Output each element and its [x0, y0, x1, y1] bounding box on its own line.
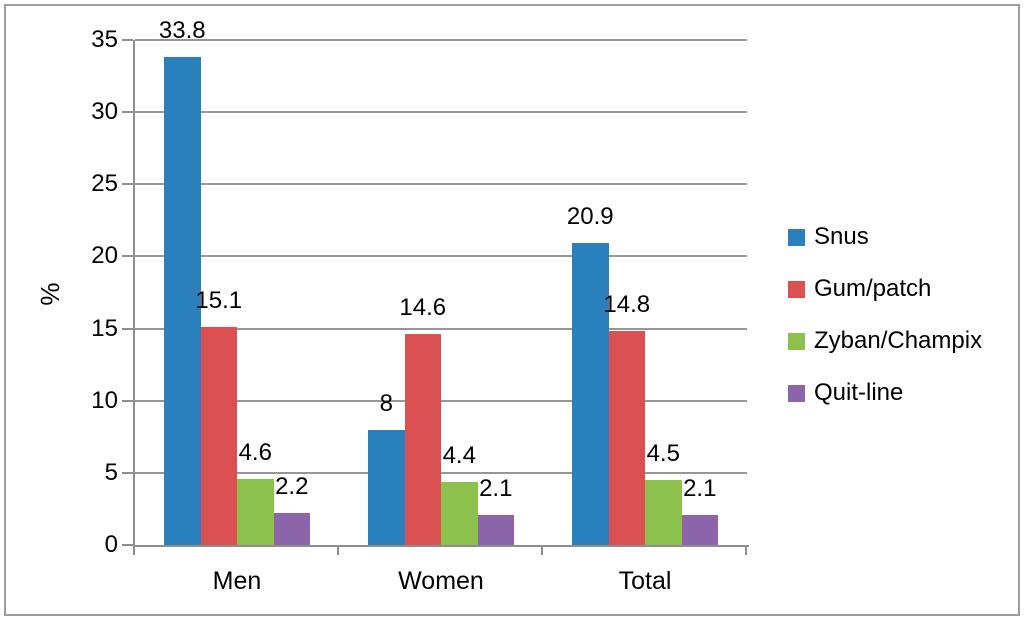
- legend-swatch-icon: [788, 384, 805, 402]
- bar-data-label: 33.8: [158, 17, 206, 45]
- y-tick-label-15: 15: [91, 314, 118, 342]
- bar-data-label: 15.1: [195, 287, 243, 315]
- x-tick-mark-0: [133, 547, 135, 555]
- bar-gum-patch-women: [404, 334, 441, 545]
- y-tick-mark-25: [122, 183, 133, 186]
- x-tick-mark-2: [541, 547, 543, 555]
- bar-data-label: 2.1: [683, 474, 717, 502]
- gridline-35: [135, 39, 747, 41]
- legend-swatch-icon: [788, 228, 805, 246]
- x-axis-line: [133, 545, 749, 547]
- bar-data-label: 14.6: [399, 294, 447, 322]
- bar-gum-patch-men: [200, 327, 237, 545]
- legend-swatch-icon: [788, 280, 805, 298]
- bar-quit-line-women: [477, 514, 514, 545]
- y-tick-label-10: 10: [91, 386, 118, 414]
- bar-data-label: 8: [379, 389, 393, 417]
- x-category-label-women: Women: [398, 567, 484, 595]
- bar-data-label: 2.1: [479, 474, 513, 502]
- y-axis-line: [133, 40, 135, 547]
- legend-entry-gum-patch: Gum/patch: [788, 275, 931, 303]
- legend-entry-snus: Snus: [788, 223, 869, 251]
- bar-zyban-champix-women: [441, 481, 478, 545]
- legend-label: Snus: [814, 223, 869, 250]
- bar-snus-men: [164, 57, 201, 545]
- gridline-30: [135, 111, 747, 114]
- y-tick-mark-10: [122, 399, 133, 402]
- y-tick-label-5: 5: [104, 458, 118, 486]
- gridline-10: [135, 399, 747, 402]
- legend-swatch-icon: [788, 332, 805, 350]
- y-tick-label-35: 35: [91, 26, 118, 53]
- y-axis-title: %: [34, 282, 65, 306]
- gridline-20: [135, 255, 747, 258]
- legend-label: Quit-line: [814, 379, 904, 406]
- bar-data-label: 14.8: [603, 291, 651, 319]
- y-tick-mark-30: [122, 111, 133, 114]
- bar-data-label: 4.5: [646, 440, 680, 468]
- chart-outer-border: [4, 4, 1020, 616]
- y-tick-mark-35: [122, 39, 133, 41]
- bar-snus-total: [572, 243, 609, 545]
- gridline-5: [135, 471, 747, 474]
- y-tick-mark-20: [122, 255, 133, 258]
- bar-zyban-champix-total: [645, 480, 682, 545]
- legend-label: Gum/patch: [814, 275, 932, 302]
- bar-quit-line-total: [681, 514, 718, 545]
- legend-label: Zyban/Champix: [814, 327, 983, 354]
- x-category-label-total: Total: [618, 567, 672, 595]
- bar-data-label: 4.4: [442, 441, 476, 469]
- gridline-15: [135, 327, 747, 330]
- bar-data-label: 20.9: [566, 203, 614, 231]
- x-tick-mark-3: [745, 547, 747, 555]
- y-tick-label-0: 0: [104, 531, 118, 558]
- legend-entry-quit-line: Quit-line: [788, 379, 903, 407]
- y-tick-label-30: 30: [91, 98, 118, 126]
- y-tick-label-20: 20: [91, 242, 118, 270]
- y-tick-mark-5: [122, 471, 133, 474]
- x-category-label-men: Men: [212, 567, 262, 595]
- y-tick-mark-15: [122, 327, 133, 330]
- bar-data-label: 2.2: [275, 473, 309, 501]
- y-tick-label-25: 25: [91, 170, 118, 198]
- bar-gum-patch-total: [608, 331, 645, 545]
- bar-quit-line-men: [273, 513, 310, 545]
- bar-zyban-champix-men: [237, 478, 274, 545]
- y-tick-mark-0: [122, 544, 133, 546]
- legend-entry-zyban-champix: Zyban/Champix: [788, 327, 982, 355]
- bar-data-label: 4.6: [238, 438, 272, 466]
- x-tick-mark-1: [337, 547, 339, 555]
- bar-snus-women: [368, 429, 405, 545]
- gridline-25: [135, 183, 747, 186]
